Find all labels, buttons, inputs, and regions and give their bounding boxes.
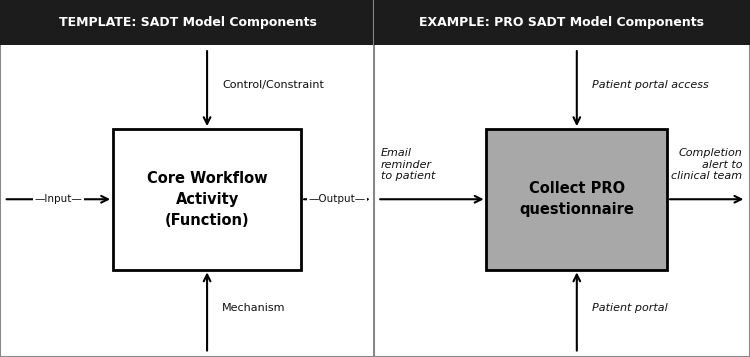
Text: Patient portal: Patient portal bbox=[592, 303, 668, 313]
Bar bbox=[113, 129, 302, 270]
Text: —Input—: —Input— bbox=[34, 194, 82, 204]
Bar bbox=[374, 0, 750, 45]
Text: Mechanism: Mechanism bbox=[222, 303, 286, 313]
Text: Completion
alert to
clinical team: Completion alert to clinical team bbox=[671, 148, 742, 181]
Text: EXAMPLE: PRO SADT Model Components: EXAMPLE: PRO SADT Model Components bbox=[419, 16, 704, 29]
Text: Email
reminder
to patient: Email reminder to patient bbox=[381, 148, 436, 181]
Text: Core Workflow
Activity
(Function): Core Workflow Activity (Function) bbox=[147, 171, 268, 228]
Bar bbox=[0, 0, 376, 45]
Text: —Output—: —Output— bbox=[308, 194, 365, 204]
Text: TEMPLATE: SADT Model Components: TEMPLATE: SADT Model Components bbox=[59, 16, 317, 29]
Bar bbox=[487, 129, 668, 270]
Text: Control/Constraint: Control/Constraint bbox=[222, 80, 324, 90]
Text: Patient portal access: Patient portal access bbox=[592, 80, 709, 90]
Text: Collect PRO
questionnaire: Collect PRO questionnaire bbox=[519, 181, 634, 217]
